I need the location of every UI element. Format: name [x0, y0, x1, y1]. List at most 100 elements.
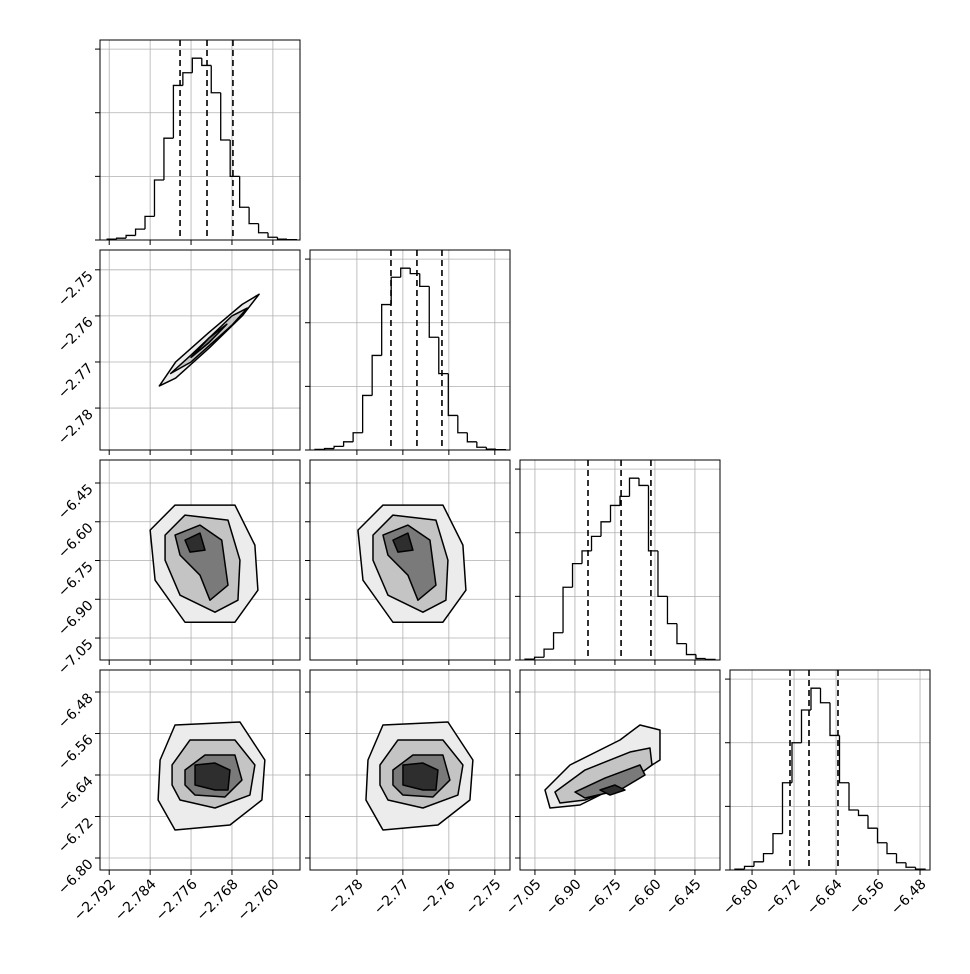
x-tick-label: −2.75: [463, 876, 505, 918]
hist-step: [342, 441, 354, 447]
hist-step: [743, 865, 754, 870]
hist-step: [191, 57, 202, 73]
hist-step: [581, 550, 592, 564]
y-tick-label: −6.64: [55, 773, 97, 815]
hist-step: [361, 394, 373, 433]
hist-step: [886, 842, 897, 855]
hist-step: [172, 84, 183, 139]
hist-step: [562, 586, 573, 633]
hist-step: [163, 137, 174, 180]
hist-step: [466, 432, 477, 443]
hist-step: [876, 828, 888, 844]
x-tick-label: −6.60: [623, 876, 665, 918]
hist-step: [609, 504, 620, 522]
hist-step: [352, 432, 363, 442]
contour: [599, 784, 626, 796]
hist-step: [685, 643, 696, 656]
hist-step: [419, 273, 430, 288]
panel-frame: [309, 249, 511, 451]
hist-step: [220, 92, 231, 141]
y-tick-label: −6.80: [55, 856, 97, 898]
hist-step: [819, 688, 830, 704]
hist-step: [323, 447, 335, 450]
hist-step: [447, 373, 458, 417]
panel-frame: [99, 39, 301, 241]
hist-step: [552, 632, 564, 650]
hist-step: [857, 810, 869, 817]
hist-step: [647, 485, 658, 552]
hist-step: [210, 65, 221, 94]
hist-step: [267, 232, 278, 238]
hist-step: [409, 268, 420, 275]
contour: [194, 762, 231, 791]
panel-frame: [309, 459, 511, 661]
x-tick-label: −6.56: [846, 876, 888, 918]
hist-step: [400, 267, 411, 278]
hist-step: [390, 276, 401, 305]
y-tick-label: −7.05: [55, 636, 97, 678]
hist-step: [438, 337, 449, 375]
contour: [402, 762, 439, 791]
hist-step: [457, 415, 468, 434]
y-tick-label: −6.45: [55, 481, 97, 523]
contour: [574, 764, 646, 799]
hist-step: [676, 623, 687, 645]
x-tick-label: −6.80: [720, 876, 762, 918]
x-tick-label: −6.72: [762, 876, 804, 918]
hist-step: [772, 832, 783, 854]
panel-frame: [99, 669, 301, 871]
hist-step: [762, 852, 773, 862]
x-tick-label: −2.784: [112, 876, 160, 924]
hist-step: [476, 441, 487, 448]
panel-frame: [309, 669, 511, 871]
x-tick-label: −2.78: [325, 876, 367, 918]
hist-step: [125, 234, 136, 239]
hist-step: [182, 72, 193, 86]
hist-step: [781, 782, 792, 834]
hist-step: [791, 742, 802, 783]
x-tick-label: −6.45: [663, 876, 705, 918]
hist-step: [371, 354, 382, 396]
hist-step: [543, 648, 554, 658]
hist-step: [257, 223, 269, 234]
panel-frame: [99, 459, 301, 661]
hist-step: [144, 215, 155, 230]
hist-step: [248, 207, 259, 225]
x-tick-label: −2.760: [235, 876, 283, 924]
x-tick-label: −2.768: [194, 876, 242, 924]
hist-step: [134, 228, 146, 236]
y-tick-label: −6.56: [55, 732, 97, 774]
hist-step: [428, 286, 439, 338]
x-tick-label: −6.48: [888, 876, 930, 918]
y-tick-label: −6.72: [55, 815, 97, 857]
hist-step: [638, 478, 649, 487]
y-tick-label: −6.48: [55, 690, 97, 732]
hist-step: [571, 562, 583, 588]
hist-step: [229, 140, 240, 178]
hist-step: [628, 477, 639, 497]
hist-step: [657, 550, 668, 598]
y-tick-label: −6.60: [55, 520, 97, 562]
hist-step: [895, 853, 907, 864]
y-tick-label: −2.76: [55, 314, 97, 356]
hist-step: [867, 815, 878, 829]
hist-step: [800, 709, 811, 743]
hist-step: [590, 535, 602, 551]
contour: [190, 323, 228, 359]
hist-step: [666, 596, 677, 625]
contour: [392, 532, 414, 553]
hist-step: [333, 445, 344, 449]
hist-step: [276, 237, 287, 240]
hist-step: [533, 656, 545, 660]
hist-step: [153, 179, 164, 217]
y-tick-label: −2.75: [55, 268, 97, 310]
hist-step: [848, 782, 859, 811]
x-tick-label: −2.776: [153, 876, 201, 924]
hist-step: [695, 654, 706, 660]
x-tick-label: −2.77: [371, 876, 413, 918]
x-tick-label: −7.05: [503, 876, 545, 918]
hist-step: [600, 521, 611, 537]
x-tick-label: −6.64: [804, 876, 846, 918]
